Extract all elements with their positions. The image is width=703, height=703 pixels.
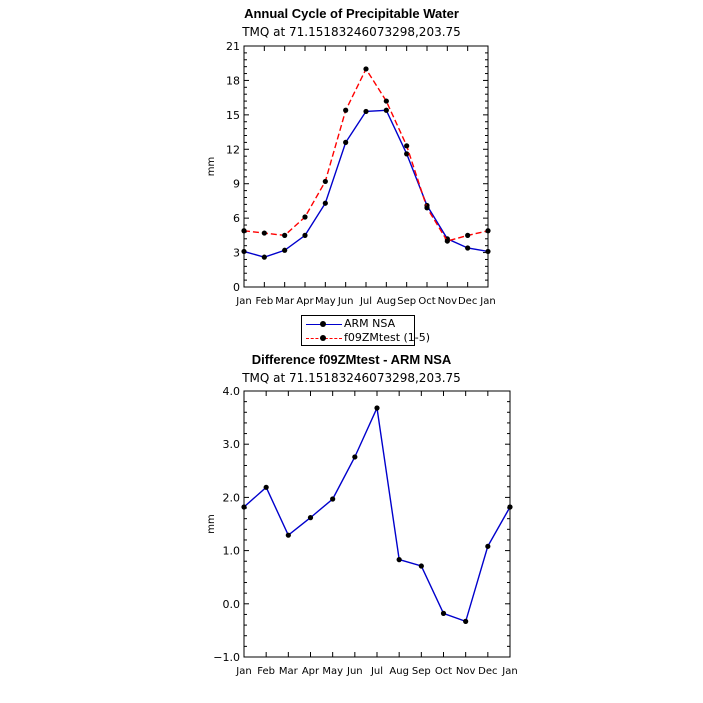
chart2-ytick-label: 1.0 xyxy=(223,545,241,558)
chart1-xtick-label: Mar xyxy=(275,296,295,307)
chart2-xtick-label: Jan xyxy=(235,666,251,677)
chart2-xtick-label: Apr xyxy=(302,666,320,677)
chart1-ytick-label: 3 xyxy=(233,247,240,260)
chart1-data-point-0 xyxy=(302,232,308,238)
chart2-data-point-0 xyxy=(485,543,491,549)
chart2-ytick-label: 4.0 xyxy=(223,385,241,398)
chart2-subtitle: TMQ at 71.15183246073298,203.75 xyxy=(242,371,461,385)
chart1-xtick-label: Oct xyxy=(418,296,435,307)
chart2-ytick-label: 0.0 xyxy=(223,598,241,611)
chart1-series-line-1 xyxy=(243,67,489,242)
chart2-data-point-0 xyxy=(507,504,513,510)
chart2-data-point-0 xyxy=(396,557,402,563)
chart1-data-point-1 xyxy=(363,66,369,72)
chart1-data-point-0 xyxy=(404,151,410,157)
chart2-data-point-0 xyxy=(285,532,291,538)
chart2-data-point-0 xyxy=(241,504,247,510)
chart2-data-point-0 xyxy=(307,515,314,521)
chart1-ytick-label: 21 xyxy=(226,40,240,53)
legend-marker-arm-nsa xyxy=(320,321,326,327)
chart2-data-point-0 xyxy=(440,610,447,616)
chart2-xtick-label: Sep xyxy=(412,666,431,677)
chart1-data-point-0 xyxy=(383,107,389,113)
chart1-data-point-1 xyxy=(404,143,410,149)
chart1-ytick-label: 0 xyxy=(233,281,240,294)
chart2-xtick-label: Jan xyxy=(501,666,517,677)
chart1-ytick-label: 12 xyxy=(226,143,240,156)
chart2-xtick-label: Jul xyxy=(370,666,383,677)
chart2-data-point-0 xyxy=(374,405,380,411)
chart1-data-point-1 xyxy=(465,232,471,238)
chart1-data-point-1 xyxy=(383,98,389,104)
chart2-xtick-label: Oct xyxy=(435,666,452,677)
chart1-data-point-0 xyxy=(241,248,247,255)
chart1-ylabel: mm xyxy=(206,157,217,176)
chart2-title: Difference f09ZMtest - ARM NSA xyxy=(251,352,452,367)
chart2-xtick-label: Nov xyxy=(456,666,476,677)
chart1-xtick-label: Jan xyxy=(479,296,495,307)
chart1-title: Annual Cycle of Precipitable Water xyxy=(244,6,459,21)
chart2-xtick-label: Jun xyxy=(346,666,363,677)
chart2-xtick-label: Dec xyxy=(478,666,497,677)
chart1-xtick-label: Jun xyxy=(337,296,354,307)
chart2-data-point-0 xyxy=(352,454,358,460)
chart1-ytick-label: 6 xyxy=(233,212,240,225)
chart2-data-point-0 xyxy=(418,563,424,569)
chart1-data-point-1 xyxy=(424,205,430,211)
chart2-xtick-label: Feb xyxy=(257,666,275,677)
chart1-data-point-0 xyxy=(363,108,369,115)
chart1-xtick-label: Jan xyxy=(235,296,251,307)
chart2-ytick-label: 2.0 xyxy=(223,491,241,504)
chart1-legend: ARM NSA f09ZMtest (1-5) xyxy=(301,315,430,346)
chart1-ytick-label: 9 xyxy=(233,178,240,191)
chart2-xtick-label: Mar xyxy=(279,666,299,677)
chart2-ytick-label: −1.0 xyxy=(213,651,240,664)
chart1-data-point-1 xyxy=(261,230,267,236)
chart1-xtick-label: Dec xyxy=(458,296,477,307)
chart1-data-point-0 xyxy=(322,200,328,206)
chart1-data-point-1 xyxy=(444,238,450,244)
chart2-xtick-label: May xyxy=(322,666,343,677)
chart1-data-point-1 xyxy=(302,214,308,220)
chart2-series-line-0 xyxy=(243,405,511,623)
chart1-subtitle: TMQ at 71.15183246073298,203.75 xyxy=(242,25,461,39)
chart1-data-point-1 xyxy=(485,228,491,234)
chart1-data-point-1 xyxy=(343,107,349,113)
chart1-xtick-label: May xyxy=(315,296,336,307)
legend-marker-f09zmtest xyxy=(320,335,326,341)
chart1-data-point-0 xyxy=(485,248,491,255)
chart1-xtick-label: Feb xyxy=(255,296,273,307)
legend-label-arm-nsa: ARM NSA xyxy=(344,317,396,330)
chart1-data-point-0 xyxy=(282,247,288,253)
chart1-xtick-label: Apr xyxy=(296,296,314,307)
chart2-ytick-label: 3.0 xyxy=(223,438,241,451)
chart2-data-point-0 xyxy=(463,618,469,624)
chart1-xtick-label: Sep xyxy=(397,296,416,307)
chart1-xtick-label: Jul xyxy=(359,296,372,307)
legend-item-f09zmtest: f09ZMtest (1-5) xyxy=(302,331,430,345)
chart1-data-point-0 xyxy=(343,139,349,145)
chart2-data-point-0 xyxy=(330,496,336,502)
chart1-data-point-1 xyxy=(322,178,328,185)
chart2-data-point-0 xyxy=(263,484,269,490)
chart1-data-point-0 xyxy=(465,245,471,251)
legend-label-f09zmtest: f09ZMtest (1-5) xyxy=(344,331,431,344)
chart1-ytick-label: 15 xyxy=(226,109,240,122)
legend-item-arm-nsa: ARM NSA xyxy=(302,317,414,331)
chart1-plot-frame xyxy=(243,45,489,288)
chart1-data-point-0 xyxy=(261,254,267,260)
chart1-xtick-label: Aug xyxy=(377,296,397,307)
chart1-data-point-1 xyxy=(241,228,247,234)
chart1-ytick-label: 18 xyxy=(226,74,240,87)
chart2-xtick-label: Aug xyxy=(389,666,409,677)
chart1-xtick-label: Nov xyxy=(438,296,458,307)
chart2-ylabel: mm xyxy=(206,514,217,533)
chart1-data-point-1 xyxy=(282,232,288,238)
